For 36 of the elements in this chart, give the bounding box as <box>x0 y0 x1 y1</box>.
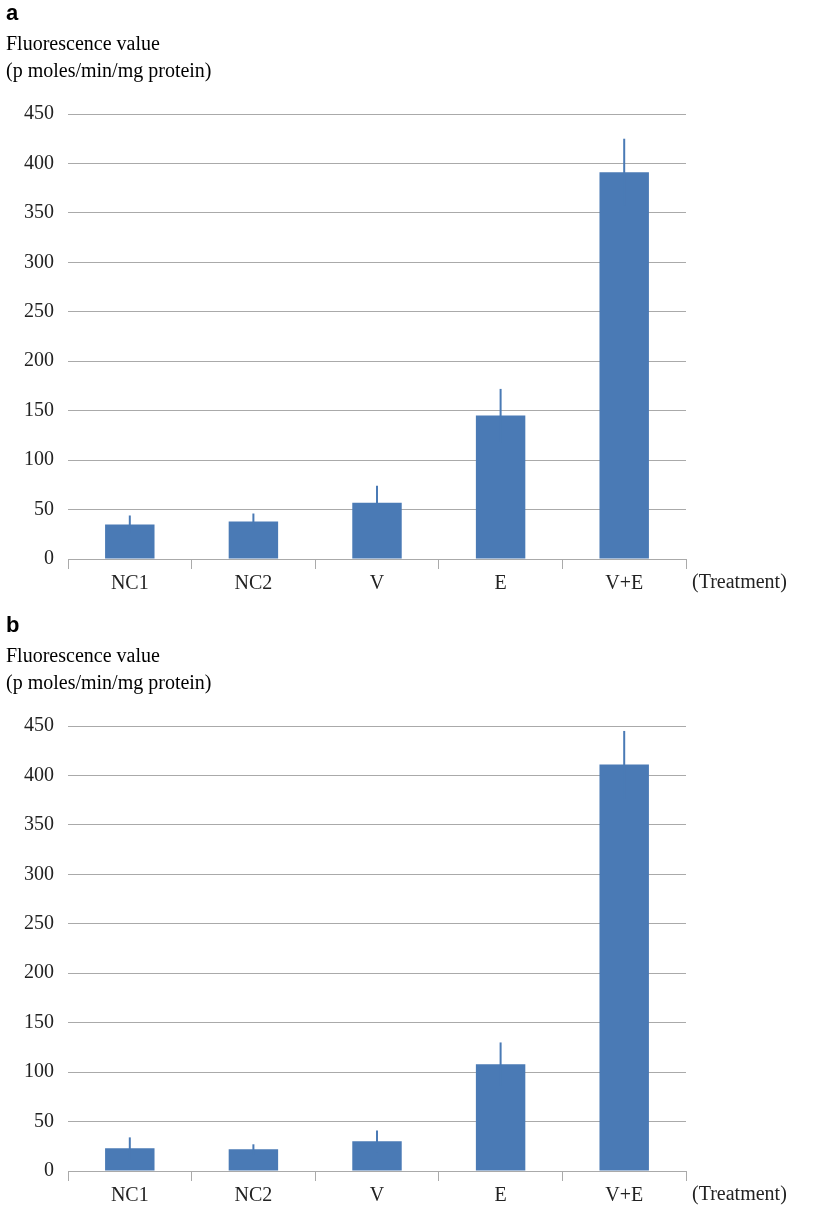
y-tick-label: 100 <box>24 447 54 470</box>
x-tick-label: NC1 <box>110 571 149 594</box>
y-tick-label: 150 <box>24 397 54 420</box>
y-tick-label: 0 <box>44 1158 54 1181</box>
y-tick-label: 250 <box>24 911 54 934</box>
x-tick-label: E <box>494 1183 507 1206</box>
x-tick-label: V+E <box>605 571 644 594</box>
y-axis-title: Fluorescence value (p moles/min/mg protein) <box>6 31 212 84</box>
y-tick-label: 0 <box>44 546 54 569</box>
y-axis-title: Fluorescence value (p moles/min/mg protein) <box>6 643 212 696</box>
y-tick-label: 100 <box>24 1059 54 1082</box>
y-tick-label: 400 <box>24 150 54 173</box>
x-axis-title: (Treatment) <box>692 1182 787 1206</box>
x-tick-label: V <box>369 1183 385 1206</box>
x-tick-label: NC2 <box>234 1183 273 1206</box>
y-tick-label: 50 <box>34 1108 54 1131</box>
y-tick-label: 150 <box>24 1009 54 1032</box>
y-tick-label: 450 <box>24 101 54 124</box>
x-tick-label: E <box>494 571 507 594</box>
chart-title: b <box>6 612 20 638</box>
y-tick-label: 200 <box>24 348 54 371</box>
y-tick-label: 350 <box>24 812 54 835</box>
y-tick-label: 400 <box>24 762 54 785</box>
y-tick-label: 300 <box>24 861 54 884</box>
chart-title: a <box>6 0 19 26</box>
x-tick-label: V <box>369 571 385 594</box>
y-tick-label: 350 <box>24 200 54 223</box>
x-tick-label: V+E <box>605 1183 644 1206</box>
y-tick-label: 250 <box>24 299 54 322</box>
x-axis-title: (Treatment) <box>692 570 787 594</box>
y-tick-label: 300 <box>24 249 54 272</box>
x-tick-label: NC2 <box>234 571 273 594</box>
y-tick-label: 50 <box>34 496 54 519</box>
x-tick-label: NC1 <box>110 1183 149 1206</box>
y-tick-label: 200 <box>24 960 54 983</box>
y-tick-label: 450 <box>24 713 54 736</box>
